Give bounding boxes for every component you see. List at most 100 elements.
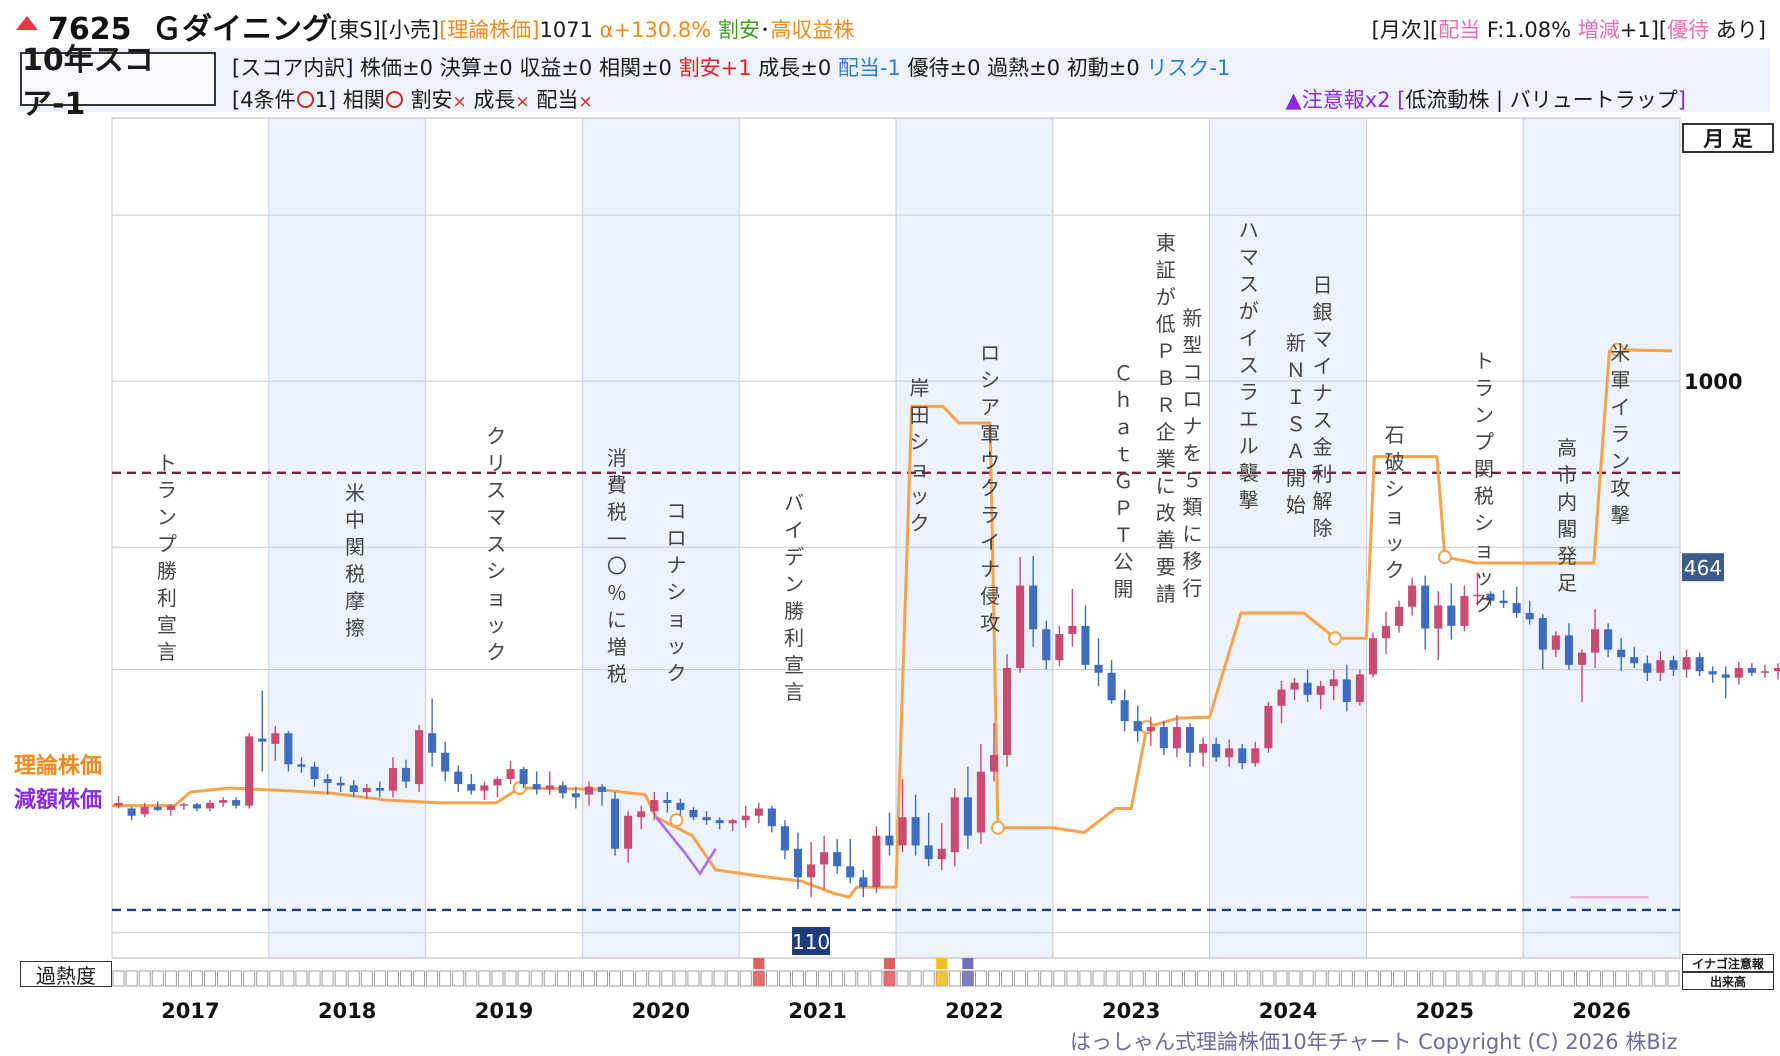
score-breakdown: [スコア内訳] 株価±0 決算±0 収益±0 相関±0 割安+1 成長±0 配当…	[232, 52, 1230, 82]
overheat-cell	[1079, 970, 1092, 987]
overheat-cell	[1118, 970, 1131, 987]
candle-body	[401, 767, 411, 782]
theory-marker	[1610, 342, 1625, 357]
candle	[1460, 585, 1469, 632]
candle-body	[1120, 700, 1129, 722]
candle-body	[519, 769, 528, 785]
overheat-cell	[151, 970, 164, 987]
candle	[284, 731, 293, 772]
dividend-yield: F:1.08%	[1480, 18, 1578, 42]
stock-tags: [東S][小売][理論株価]1071 α+130.8% 割安･高収益株	[330, 14, 854, 44]
candle-body	[1408, 585, 1417, 607]
overheat-cell	[1510, 970, 1523, 987]
candle	[637, 805, 646, 830]
event-char: ア	[980, 395, 1000, 419]
monthly-mode-label[interactable]: 月 足	[1682, 123, 1774, 153]
event-char: Ｂ	[1156, 366, 1176, 390]
event-char: 市	[1557, 463, 1577, 487]
candle-body	[1133, 721, 1142, 732]
cond-label-b: 1] 相関	[314, 88, 385, 112]
candle	[1251, 741, 1260, 767]
overheat-cell-hot	[753, 971, 765, 986]
x-tick-label: 2019	[475, 999, 533, 1023]
candle	[349, 780, 358, 798]
overheat-cell	[844, 970, 857, 987]
overheat-cell	[386, 970, 399, 987]
event-char: 一	[607, 527, 627, 551]
candle	[1760, 664, 1769, 678]
candle	[1486, 591, 1495, 606]
candle-body	[571, 793, 580, 798]
event-char: ロ	[980, 341, 1000, 365]
event-char: 〇	[607, 554, 627, 578]
event-char: ッ	[910, 484, 930, 508]
event-char: 攻	[980, 611, 1000, 635]
event-char: 利	[784, 626, 804, 650]
overheat-cell	[491, 970, 504, 987]
candle-body	[1185, 727, 1195, 753]
candle	[1029, 556, 1038, 647]
event-char: ン	[1474, 403, 1494, 427]
yutai-value: あり]	[1709, 18, 1766, 42]
overheat-cell	[779, 970, 791, 987]
overheat-cell	[609, 970, 621, 987]
event-char: 軍	[1610, 368, 1630, 392]
overheat-cell	[1001, 970, 1013, 987]
overheat-cell	[413, 970, 425, 987]
event-char: 米	[1610, 341, 1630, 365]
event-char: ン	[1610, 449, 1630, 473]
event-char: 勝	[784, 599, 804, 623]
overheat-cell	[922, 970, 935, 987]
candle-body	[846, 866, 855, 878]
event-char: ン	[784, 572, 804, 596]
candle-body	[1029, 585, 1038, 630]
current-price-badge	[1682, 553, 1724, 582]
candle	[1656, 651, 1665, 682]
event-char: 日	[1312, 273, 1332, 297]
candle-body	[1538, 618, 1547, 650]
event-char: ル	[1239, 434, 1259, 458]
cond-label-c: 割安	[403, 88, 453, 112]
candle	[715, 817, 724, 830]
candle-body	[271, 733, 280, 744]
year-band	[1209, 118, 1367, 958]
inago-warning-label: イナゴ注意報	[1682, 954, 1774, 972]
event-char: 改	[1156, 501, 1176, 525]
candle-body	[179, 804, 188, 806]
candle	[1538, 614, 1547, 670]
candle	[859, 869, 868, 898]
candle-body	[1473, 594, 1482, 597]
event-char: イ	[1239, 326, 1259, 350]
candle-body	[702, 817, 711, 821]
overheat-cell	[1340, 970, 1353, 987]
event-char: イ	[980, 530, 1000, 554]
score-breakdown-c: 優待±0 過熱±0 初動±0	[900, 56, 1147, 80]
candle	[611, 791, 620, 856]
event-char: 軍	[980, 422, 1000, 446]
overheat-cell	[321, 970, 334, 987]
cross-icon: ×	[515, 92, 530, 112]
event-char: 類	[1182, 495, 1202, 519]
legend-theory: 理論株価	[14, 754, 103, 779]
overheat-cell	[556, 970, 569, 987]
overheat-cell	[204, 970, 216, 987]
candle-body	[1342, 679, 1351, 703]
overheat-cell	[583, 970, 595, 987]
candle	[493, 776, 502, 798]
overheat-cell	[1380, 970, 1392, 987]
candle	[1734, 661, 1743, 685]
candle-body	[1577, 652, 1587, 665]
theory-marker	[1328, 631, 1343, 646]
event-char: 開	[1286, 466, 1306, 490]
candle	[415, 725, 424, 792]
circle-icon	[385, 91, 403, 108]
candle	[1355, 669, 1364, 706]
event-char: 請	[1156, 582, 1176, 606]
event-char: ラ	[1610, 422, 1630, 446]
candle	[1447, 583, 1456, 640]
overheat-cell	[569, 970, 582, 987]
overheat-cell	[217, 970, 230, 987]
event-char: ク	[666, 661, 686, 685]
candle-body	[362, 787, 371, 792]
